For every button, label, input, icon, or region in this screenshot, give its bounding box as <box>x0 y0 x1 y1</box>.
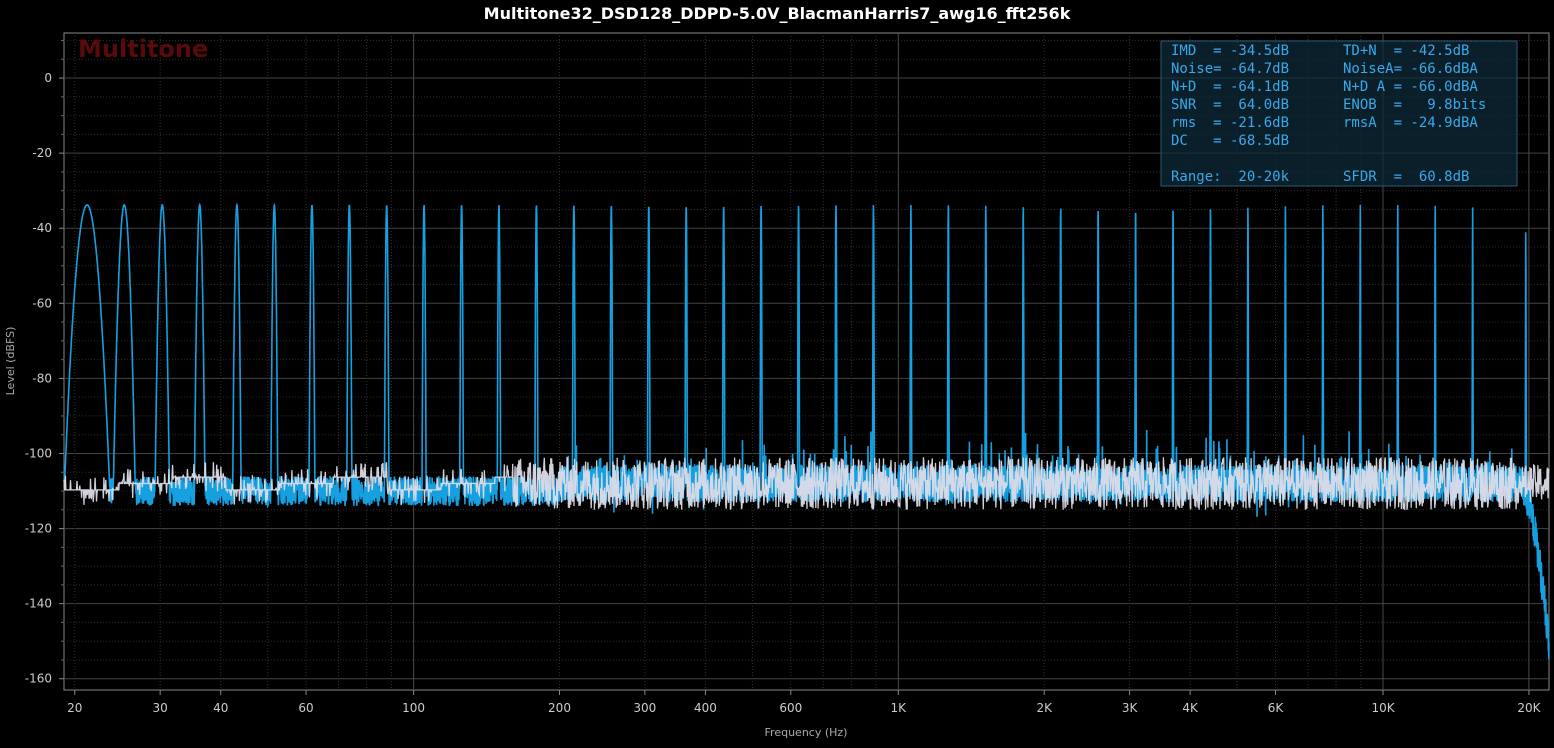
stats-text: rmsA = -24.9dBA <box>1343 115 1478 131</box>
stats-text: NoiseA= -66.6dBA <box>1343 61 1478 77</box>
stats-text: TD+N = -42.5dB <box>1343 43 1469 59</box>
y-tick-label: 0 <box>44 71 52 85</box>
y-tick-label: -80 <box>32 371 52 385</box>
x-axis-label: Frequency (Hz) <box>765 726 848 739</box>
plot-frame <box>63 32 1550 691</box>
noise-floor-line <box>63 455 1550 511</box>
y-tick-label: -140 <box>25 597 52 611</box>
chart-title: Multitone32_DSD128_DDPD-5.0V_BlacmanHarr… <box>483 4 1071 23</box>
stats-text: DC = -68.5dB <box>1171 133 1289 149</box>
y-tick-label: -160 <box>25 672 52 686</box>
x-tick-label: 6K <box>1268 701 1285 715</box>
x-tick-label: 400 <box>694 701 717 715</box>
stats-text: Range: 20-20k <box>1171 169 1290 185</box>
x-tick-label: 100 <box>402 701 425 715</box>
y-axis-label: Level (dBFS) <box>4 327 17 396</box>
x-tick-label: 300 <box>633 701 656 715</box>
stats-text: ENOB = 9.8bits <box>1343 97 1486 113</box>
stats-text: SNR = 64.0dB <box>1171 97 1289 113</box>
x-tick-label: 60 <box>298 701 313 715</box>
x-tick-label: 2K <box>1036 701 1053 715</box>
x-tick-label: 3K <box>1122 701 1139 715</box>
x-tick-label: 600 <box>779 701 802 715</box>
y-tick-label: -60 <box>32 296 52 310</box>
noise-floor-series <box>63 455 1550 511</box>
watermark: Multitone <box>78 35 208 63</box>
stats-panel <box>1160 40 1518 187</box>
grid <box>63 32 1550 691</box>
x-tick-label: 30 <box>153 701 168 715</box>
stats-text: rms = -21.6dB <box>1171 115 1289 131</box>
stats-text: N+D = -64.1dB <box>1171 79 1289 95</box>
stats-box: IMD = -34.5dB TD+N = -42.5dB Noise= -64.7d… <box>1160 40 1518 187</box>
y-tick-label: -120 <box>25 522 52 536</box>
stats-text: SFDR = 60.8dB <box>1343 169 1469 185</box>
stats-text: N+D A = -66.0dBA <box>1343 79 1478 95</box>
x-tick-label: 10K <box>1371 701 1395 715</box>
x-tick-label: 40 <box>213 701 228 715</box>
stats-text: Noise= -64.7dB <box>1171 61 1289 77</box>
x-tick-label: 4K <box>1182 701 1199 715</box>
x-tick-label: 200 <box>548 701 571 715</box>
y-tick-label: -20 <box>32 146 52 160</box>
x-tick-label: 1K <box>891 701 908 715</box>
stats-text: IMD = -34.5dB <box>1171 43 1289 59</box>
x-tick-label: 20K <box>1517 701 1541 715</box>
y-tick-label: -100 <box>25 446 52 460</box>
tone-series-line <box>63 202 1550 660</box>
tick-labels: 0 -20 -40 -60 -80 -100 -120 -140 -160 20 30 40 60 100… <box>25 40 1542 715</box>
y-tick-label: -40 <box>32 221 52 235</box>
x-tick-label: 20 <box>67 701 82 715</box>
tone-series <box>63 202 1550 660</box>
